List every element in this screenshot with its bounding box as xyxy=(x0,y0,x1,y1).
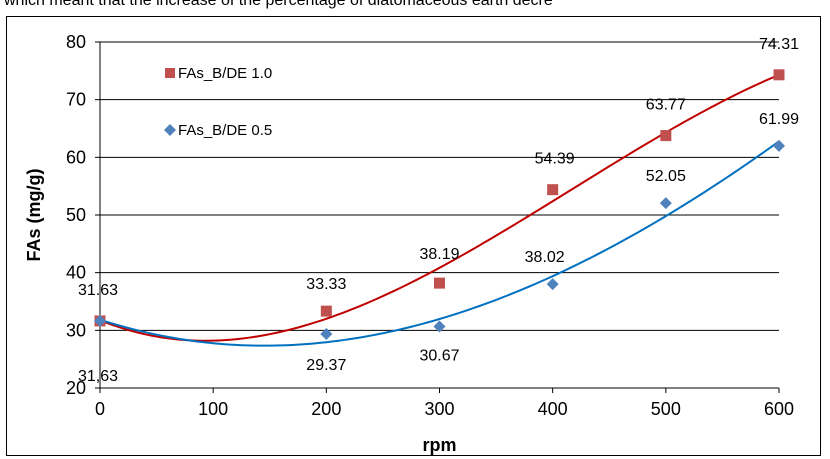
caption-text: which meant that the increase of the per… xyxy=(4,0,553,9)
data-point xyxy=(547,184,559,196)
data-point xyxy=(320,327,333,340)
data-point xyxy=(773,69,785,81)
x-tick-label: 200 xyxy=(311,399,341,419)
y-axis-title: FAs (mg/g) xyxy=(24,168,44,261)
y-tick-label: 60 xyxy=(66,147,86,167)
data-label: 29.37 xyxy=(306,357,346,374)
x-tick-label: 600 xyxy=(764,399,794,419)
axes: 20 30 40 50 60 70 80 0 100 200 300 400 500 600 xyxy=(66,32,794,419)
data-label: 74.31 xyxy=(759,36,799,53)
data-label: 38.02 xyxy=(525,249,565,266)
data-point xyxy=(320,305,332,317)
data-label: 52.05 xyxy=(646,168,686,185)
data-labels: 31.63 33.33 38.19 54.39 63.77 74.31 31,63 29.37… xyxy=(78,36,799,385)
y-tick-label: 80 xyxy=(66,32,86,52)
x-tick-label: 400 xyxy=(538,399,568,419)
trend-lines xyxy=(99,73,780,347)
x-tick-label: 300 xyxy=(424,399,454,419)
data-label: 38.19 xyxy=(419,246,459,263)
legend-marker xyxy=(164,124,176,136)
data-label: 33.33 xyxy=(306,276,346,293)
data-label: 31,63 xyxy=(78,368,118,385)
data-points xyxy=(94,69,785,340)
legend: FAs_B/DE 1.0 FAs_B/DE 0.5 xyxy=(164,65,272,139)
data-point xyxy=(434,277,445,289)
data-point xyxy=(546,278,559,291)
data-label: 61.99 xyxy=(759,111,799,128)
y-tick-label: 20 xyxy=(66,378,86,398)
y-tick-label: 50 xyxy=(66,205,86,225)
chart-frame xyxy=(6,16,821,456)
data-point xyxy=(659,197,672,210)
legend-label: FAs_B/DE 0.5 xyxy=(178,122,272,139)
x-axis-title: rpm xyxy=(422,435,456,455)
x-tick-label: 100 xyxy=(198,399,228,419)
data-label: 31.63 xyxy=(78,282,118,299)
y-tick-label: 40 xyxy=(66,263,86,283)
data-point xyxy=(433,320,446,333)
trend-line xyxy=(99,140,780,347)
data-label: 63.77 xyxy=(646,97,686,114)
data-label: 54.39 xyxy=(535,151,575,168)
y-tick-label: 30 xyxy=(66,320,86,340)
data-point xyxy=(94,314,106,327)
legend-marker xyxy=(165,68,175,78)
legend-label: FAs_B/DE 1.0 xyxy=(178,65,272,82)
x-tick-label: 500 xyxy=(651,399,681,419)
data-point xyxy=(773,139,785,152)
data-point xyxy=(660,130,672,142)
trend-line xyxy=(99,73,780,342)
data-label: 30.67 xyxy=(419,347,459,364)
x-tick-label: 0 xyxy=(95,399,105,419)
y-tick-label: 70 xyxy=(66,90,86,110)
